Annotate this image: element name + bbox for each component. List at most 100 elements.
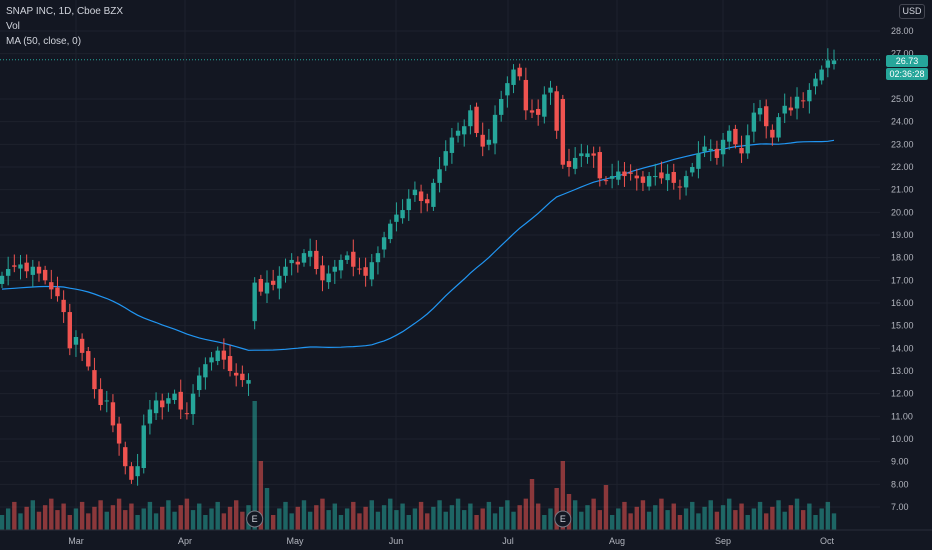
candle-body (209, 357, 214, 363)
volume-bar (788, 505, 794, 530)
price-tick-label: 16.00 (891, 298, 914, 308)
candle-body (252, 282, 257, 322)
ma-legend[interactable]: MA (50, close, 0) (6, 36, 82, 47)
price-tick-label: 7.00 (891, 502, 909, 512)
candle-body (788, 107, 794, 111)
currency-badge[interactable]: USD (899, 4, 925, 19)
moving-average (1, 139, 835, 351)
candle-body (92, 370, 97, 390)
price-tick-label: 13.00 (891, 366, 914, 376)
volume-bar (800, 510, 806, 530)
candle-body (492, 114, 498, 144)
candle-body (628, 172, 633, 174)
candle-body (258, 278, 264, 292)
candle-body (653, 176, 658, 178)
volume-bar (770, 506, 775, 530)
volume-bar (708, 500, 713, 530)
candle-body (135, 466, 140, 477)
volume-bar (486, 501, 492, 530)
price-axis[interactable]: 7.00 8.00 9.00 10.00 11.00 12.00 13.00 14.00 15.… (891, 4, 914, 512)
candle-body (591, 153, 596, 156)
candle-body (665, 173, 670, 181)
time-axis[interactable]: Mar Apr May Jun Jul Aug Sep Oct (0, 529, 932, 546)
volume-bar (233, 500, 239, 530)
volume-bar (813, 515, 818, 530)
volume-bar (431, 506, 436, 530)
volume-bar (332, 503, 337, 530)
volume-bar (104, 511, 109, 530)
volume-bar (665, 510, 670, 530)
volume-bar (597, 510, 603, 530)
candle-body (585, 153, 590, 158)
volume-bar (283, 501, 288, 530)
volume-bar (203, 515, 208, 530)
volume-bar (209, 508, 214, 530)
candle-body (517, 67, 522, 77)
time-tick-label: May (286, 536, 304, 546)
volume-bar (295, 506, 301, 530)
symbol-title[interactable]: SNAP INC, 1D, Cboe BZX (6, 6, 124, 17)
candle-body (12, 265, 17, 267)
candle-body (79, 338, 85, 353)
volume-bar (388, 498, 393, 530)
candle-body (554, 91, 559, 131)
time-tick-label: Aug (609, 536, 625, 546)
candle-body (178, 391, 183, 410)
candle-body (807, 89, 812, 102)
candle-body (301, 253, 307, 263)
candle-body (572, 157, 578, 169)
candle-body (443, 151, 448, 166)
candle-body (708, 148, 713, 151)
volume-bar (745, 515, 750, 530)
price-tick-label: 18.00 (891, 253, 914, 263)
volume-bar (92, 506, 97, 530)
candle-body (18, 264, 23, 269)
volume-bars (0, 401, 837, 530)
volume-bar (492, 513, 498, 530)
volume-bar (301, 500, 307, 530)
candle-body (474, 106, 479, 133)
volume-bar (609, 515, 615, 530)
volume-bar (190, 510, 196, 530)
candle-body (394, 214, 399, 222)
price-tick-label: 20.00 (891, 207, 914, 217)
volume-bar (166, 500, 171, 530)
candle-body (739, 147, 744, 154)
price-tick-label: 9.00 (891, 457, 909, 467)
candle-body (320, 265, 325, 281)
volume-bar (634, 506, 639, 530)
candle-body (357, 268, 362, 270)
price-tick-label: 15.00 (891, 321, 914, 331)
volume-bar (338, 515, 344, 530)
candle-body (640, 176, 646, 183)
volume-bar (776, 500, 781, 530)
price-tick-label: 24.00 (891, 117, 914, 127)
volume-bar (394, 510, 399, 530)
candle-body (123, 447, 128, 467)
candle-body (116, 423, 122, 444)
candle-body (147, 409, 153, 424)
volume-bar (400, 503, 405, 530)
price-tick-label: 27.00 (891, 49, 914, 59)
volume-bar (375, 511, 381, 530)
candle-body (153, 400, 159, 414)
volume-bar (548, 508, 553, 530)
volume-bar (227, 506, 233, 530)
candle-body (166, 398, 171, 404)
candle-body (104, 400, 109, 402)
volume-bar (49, 498, 54, 530)
volume-bar (110, 505, 116, 530)
candle-body (184, 413, 190, 415)
volume-bar (160, 506, 165, 530)
candle-body (671, 171, 676, 183)
candle-body (363, 267, 368, 276)
volume-legend[interactable]: Vol (6, 21, 20, 32)
earnings-marker-label: E (560, 514, 566, 524)
candle-body (794, 96, 800, 109)
volume-bar (554, 488, 559, 530)
volume-bar (178, 505, 183, 530)
volume-bar (751, 508, 757, 530)
volume-bar (258, 461, 264, 530)
candle-body (720, 139, 726, 155)
